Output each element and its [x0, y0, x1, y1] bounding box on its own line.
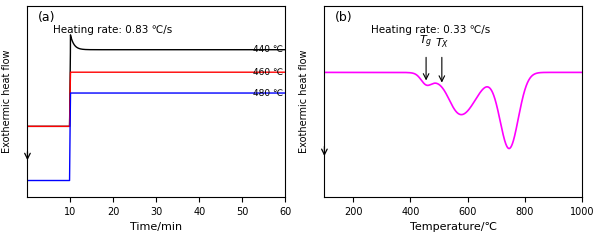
Text: 480 ℃: 480 ℃	[253, 89, 283, 98]
Text: $T_X$: $T_X$	[435, 36, 449, 50]
Text: Heating rate: 0.83 ℃/s: Heating rate: 0.83 ℃/s	[53, 25, 172, 35]
Text: Heating rate: 0.33 ℃/s: Heating rate: 0.33 ℃/s	[371, 25, 490, 35]
X-axis label: Temperature/℃: Temperature/℃	[410, 223, 497, 233]
Text: (a): (a)	[38, 11, 55, 24]
Text: (b): (b)	[335, 11, 352, 24]
Text: Exothermic heat flow: Exothermic heat flow	[299, 50, 309, 153]
Text: Exothermic heat flow: Exothermic heat flow	[2, 50, 12, 153]
X-axis label: Time/min: Time/min	[130, 223, 182, 233]
Text: 460 ℃: 460 ℃	[253, 68, 283, 77]
Text: $T_g$: $T_g$	[419, 34, 433, 50]
Text: 440 ℃: 440 ℃	[253, 45, 283, 54]
